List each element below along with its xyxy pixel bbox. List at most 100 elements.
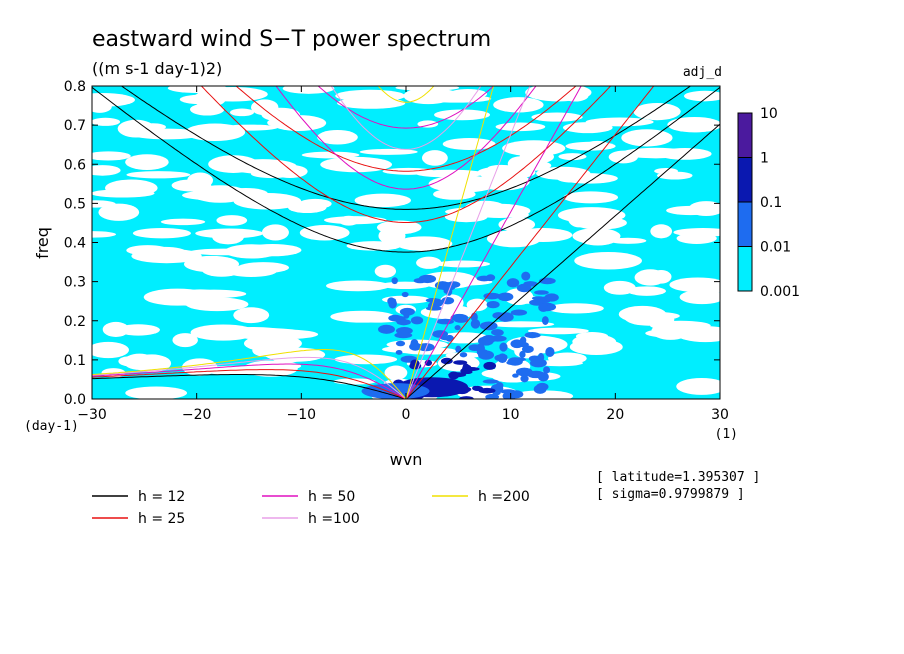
low-power-gap [442, 138, 496, 150]
low-power-gap [634, 269, 666, 286]
low-power-gap [334, 354, 398, 365]
power-blob [459, 352, 468, 358]
power-blob [475, 343, 485, 353]
low-power-gap [513, 228, 573, 243]
legend-label: h = 12 [138, 489, 185, 505]
low-power-gap [92, 200, 116, 208]
low-power-gap [434, 109, 491, 121]
low-power-gap [92, 117, 121, 126]
low-power-gap [380, 281, 430, 289]
power-blob [454, 325, 461, 331]
low-power-gap [527, 327, 589, 335]
power-blob [401, 291, 409, 298]
x-tick-label: −30 [77, 407, 107, 423]
low-power-gap [621, 129, 673, 147]
power-blob [455, 345, 462, 353]
low-power-gap [92, 151, 131, 161]
chart-title: eastward wind S−T power spectrum [92, 27, 491, 52]
low-power-gap [201, 262, 242, 277]
dispersion-curve-ig2 [317, 86, 495, 129]
low-power-gap [536, 359, 584, 367]
low-power-gap [166, 298, 233, 306]
colorbar-segment [737, 201, 753, 247]
low-power-gap [558, 153, 587, 161]
low-power-gap [416, 256, 442, 269]
dispersion-curve-er [92, 349, 407, 399]
dispersion-curve-kelvin [405, 123, 720, 399]
low-power-gap [563, 191, 619, 204]
power-blob [520, 375, 529, 383]
low-power-gap [181, 289, 247, 299]
dispersion-curve-ig1 [275, 86, 537, 190]
dispersion-curve-er [92, 374, 407, 399]
low-power-gap [421, 150, 448, 166]
power-blob [478, 387, 496, 394]
plot-area [91, 85, 721, 400]
power-blob [482, 379, 499, 384]
low-power-gap [252, 344, 279, 357]
low-power-gap [374, 264, 397, 278]
power-blob [538, 303, 549, 312]
power-blob [396, 319, 411, 326]
y-tick-label: 0.1 [64, 353, 86, 369]
colorbar-label: 0.001 [760, 284, 800, 300]
power-blob [425, 306, 443, 311]
power-blob [394, 332, 413, 339]
colorbar-segment [737, 246, 753, 292]
low-power-gap [102, 321, 130, 337]
power-blob [506, 278, 520, 288]
low-power-gap [435, 260, 491, 268]
low-power-gap [117, 119, 155, 138]
power-blob [485, 276, 494, 282]
y-unit-label: (day-1) [24, 419, 79, 434]
chart-subtitle: ((m s-1 day-1)2) [92, 59, 222, 78]
power-blob [432, 330, 449, 338]
colorbar-segment [737, 157, 753, 203]
power-blob [431, 299, 439, 304]
low-power-gap [512, 390, 574, 399]
low-power-gap [282, 86, 335, 94]
power-blob [436, 318, 454, 325]
legend-label: h = 50 [308, 489, 355, 505]
low-power-gap [508, 210, 529, 219]
power-blob [478, 350, 495, 360]
low-power-gap [233, 307, 270, 324]
power-blob [409, 342, 422, 351]
power-blob [519, 350, 526, 359]
low-power-gap [92, 165, 121, 176]
low-power-gap [187, 172, 214, 189]
low-power-gap [335, 89, 406, 102]
power-blob [440, 336, 455, 341]
y-tick-label: 0.0 [64, 392, 86, 408]
legend-label: h =100 [308, 511, 360, 527]
low-power-gap [650, 224, 673, 239]
low-power-gap [608, 150, 639, 164]
low-power-gap [417, 120, 439, 128]
low-power-gap [531, 112, 583, 122]
power-blob [483, 292, 501, 300]
power-blob [534, 290, 549, 295]
power-blob [521, 271, 531, 281]
low-power-gap [487, 321, 555, 328]
low-power-gap [320, 156, 393, 173]
low-power-gap [603, 280, 636, 295]
legend-label: h = 25 [138, 511, 185, 527]
low-power-gap [230, 108, 255, 117]
power-blob [543, 366, 551, 374]
low-power-gap [92, 341, 129, 359]
dispersion-curve-kelvin [405, 86, 582, 399]
dispersion-curve-kelvin [405, 86, 655, 399]
y-tick-label: 0.7 [64, 118, 86, 134]
power-blob [485, 393, 500, 399]
low-power-gap [686, 279, 720, 292]
low-power-gap [384, 365, 408, 380]
power-blob [492, 329, 504, 336]
colorbar-label: 0.1 [760, 195, 782, 211]
power-blob [461, 369, 473, 375]
low-power-gap [495, 122, 546, 132]
low-power-gap [428, 175, 498, 193]
low-power-gap [92, 231, 117, 238]
dispersion-curve-ig1 [92, 86, 720, 253]
colorbar: 10 1 0.1 0.01 0.001 [737, 106, 800, 300]
low-power-gap [656, 171, 693, 180]
